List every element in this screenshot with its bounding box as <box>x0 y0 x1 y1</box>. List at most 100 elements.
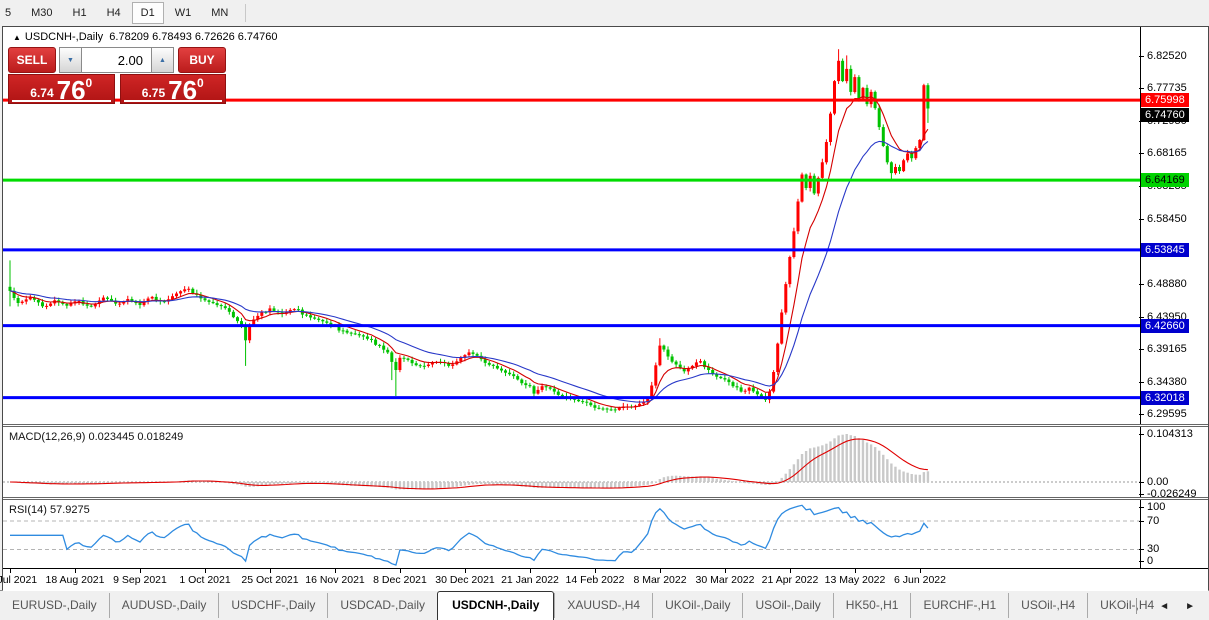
symbol-tab-xauusdh4[interactable]: XAUUSD-,H4 <box>554 593 652 618</box>
rsi-indicator-canvas[interactable] <box>3 500 1140 568</box>
one-click-trading-panel: SELL ▼ 2.00 ▲ BUY 6.74 76 0 6.75 76 0 <box>8 47 226 104</box>
period-button-m30[interactable]: M30 <box>22 2 61 24</box>
chart-title-ohlc: 6.78209 6.78493 6.72626 6.74760 <box>109 31 278 43</box>
date-tick-label: 8 Dec 2021 <box>373 574 427 586</box>
date-tick-label: 30 Mar 2022 <box>695 574 755 586</box>
date-tick-mark <box>465 569 466 573</box>
tab-scroll-left-icon[interactable]: ◄ <box>1151 601 1177 612</box>
date-tick-mark <box>855 569 856 573</box>
date-tick-label: 27 Jul 2021 <box>0 574 38 586</box>
tabbar-separator <box>1136 598 1138 614</box>
price-tick-label: 6.39165 <box>1147 343 1187 355</box>
sell-button[interactable]: SELL <box>8 47 56 73</box>
price-tick-label: 6.34380 <box>1147 376 1187 388</box>
macd-tick-mark <box>1139 494 1144 495</box>
date-tick-mark <box>660 569 661 573</box>
price-tick-label: 6.68165 <box>1147 147 1187 159</box>
symbol-tab-ukoilh4[interactable]: UKOil-,H4 <box>1087 593 1166 618</box>
symbol-tab-usdchfdaily[interactable]: USDCHF-,Daily <box>218 593 327 618</box>
tab-scroll-right-icon[interactable]: ► <box>1177 601 1203 612</box>
period-button-w1[interactable]: W1 <box>166 2 201 24</box>
price-tick-mark <box>1139 56 1144 57</box>
symbol-tab-hk50h1[interactable]: HK50-,H1 <box>832 593 911 618</box>
price-tick-mark <box>1139 349 1144 350</box>
volume-field[interactable]: 2.00 <box>82 47 151 73</box>
price-tick-label: 6.77735 <box>1147 82 1187 94</box>
symbol-tab-eurchfh1[interactable]: EURCHF-,H1 <box>910 593 1008 618</box>
price-badge: 6.75998 <box>1141 93 1189 107</box>
ask-price-sup: 0 <box>197 76 204 90</box>
date-tick-label: 30 Dec 2021 <box>435 574 495 586</box>
price-badge: 6.74760 <box>1141 108 1189 122</box>
price-badge: 6.32018 <box>1141 391 1189 405</box>
bid-price-big: 76 <box>56 75 86 106</box>
date-tick-mark <box>725 569 726 573</box>
macd-tick-label: 0.104313 <box>1147 428 1193 440</box>
chart-title-symbol: USDCNH-,Daily <box>24 31 104 43</box>
symbol-tab-usoilh4[interactable]: USOil-,H4 <box>1008 593 1087 618</box>
chart-collapse-icon[interactable]: ▲ <box>13 33 21 42</box>
volume-increase-button[interactable]: ▲ <box>151 47 174 73</box>
period-button-h1[interactable]: H1 <box>64 2 96 24</box>
price-tick-label: 6.48880 <box>1147 278 1187 290</box>
date-tick-mark <box>270 569 271 573</box>
macd-name: MACD(12,26,9) <box>9 431 86 443</box>
rsi-tick-mark <box>1139 507 1144 508</box>
date-tick-label: 9 Sep 2021 <box>113 574 167 586</box>
symbol-tab-audusddaily[interactable]: AUDUSD-,Daily <box>108 593 219 618</box>
buy-button[interactable]: BUY <box>178 47 226 73</box>
price-tick-mark <box>1139 317 1144 318</box>
price-tick-label: 6.58450 <box>1147 213 1187 225</box>
symbol-tab-usdcaddaily[interactable]: USDCAD-,Daily <box>327 593 437 618</box>
period-button-mn[interactable]: MN <box>202 2 237 24</box>
price-badge: 6.64169 <box>1141 173 1189 187</box>
date-tick-mark <box>335 569 336 573</box>
pane-separator-rsi[interactable] <box>3 497 1208 500</box>
price-tick-mark <box>1139 414 1144 415</box>
rsi-tick-mark <box>1139 561 1144 562</box>
chart-title: ▲ USDCNH-,Daily 6.78209 6.78493 6.72626 6… <box>13 31 278 43</box>
rsi-tick-label: 0 <box>1147 555 1154 567</box>
date-tick-label: 25 Oct 2021 <box>241 574 299 586</box>
toolbar-separator <box>245 4 247 22</box>
macd-tick-label: 0.00 <box>1147 476 1169 488</box>
price-tick-label: 6.82520 <box>1147 50 1187 62</box>
period-button-d1[interactable]: D1 <box>131 2 164 24</box>
macd-label: MACD(12,26,9) 0.023445 0.018249 <box>9 431 183 443</box>
date-tick-label: 1 Oct 2021 <box>179 574 231 586</box>
rsi-tick-mark <box>1139 521 1144 522</box>
tab-scroll-nav: ◄ ► <box>1136 598 1203 614</box>
period-button-h4[interactable]: H4 <box>98 2 130 24</box>
ask-price-box[interactable]: 6.75 76 0 <box>119 74 226 104</box>
date-tick-mark <box>400 569 401 573</box>
date-tick-label: 8 Mar 2022 <box>633 574 687 586</box>
date-tick-mark <box>595 569 596 573</box>
date-axis[interactable]: 27 Jul 2021 18 Aug 2021 9 Sep 2021 1 Oct 20… <box>0 568 1208 591</box>
date-tick-mark <box>75 569 76 573</box>
symbol-tab-ukoildaily[interactable]: UKOil-,Daily <box>652 593 742 618</box>
price-tick-label: 6.29595 <box>1147 408 1187 420</box>
symbol-tab-usoildaily[interactable]: USOil-,Daily <box>742 593 832 618</box>
date-tick-label: 16 Nov 2021 <box>305 574 365 586</box>
date-tick-label: 13 May 2022 <box>824 574 886 586</box>
macd-tick-mark <box>1139 434 1144 435</box>
rsi-tick-mark <box>1139 549 1144 550</box>
pane-separator-macd[interactable] <box>3 424 1208 427</box>
rsi-value: 57.9275 <box>49 504 90 516</box>
price-badge: 6.42660 <box>1141 319 1189 333</box>
date-tick-label: 18 Aug 2021 <box>45 574 105 586</box>
price-badge: 6.53845 <box>1141 243 1189 257</box>
price-tick-mark <box>1139 382 1144 383</box>
period-button-5[interactable]: 5 <box>0 2 20 24</box>
price-axis[interactable]: 6.825206.777356.729506.681656.632356.584… <box>1139 27 1208 568</box>
symbol-tab-usdcnhdaily[interactable]: USDCNH-,Daily <box>437 591 555 620</box>
price-tick-mark <box>1139 153 1144 154</box>
date-tick-mark <box>530 569 531 573</box>
volume-decrease-button[interactable]: ▼ <box>59 47 82 73</box>
date-tick-mark <box>205 569 206 573</box>
ask-price-small: 6.75 <box>141 86 166 100</box>
symbol-tab-eurusddaily[interactable]: EURUSD-,Daily <box>12 598 97 612</box>
bid-price-box[interactable]: 6.74 76 0 <box>8 74 115 104</box>
macd-indicator-canvas[interactable] <box>3 427 1140 497</box>
